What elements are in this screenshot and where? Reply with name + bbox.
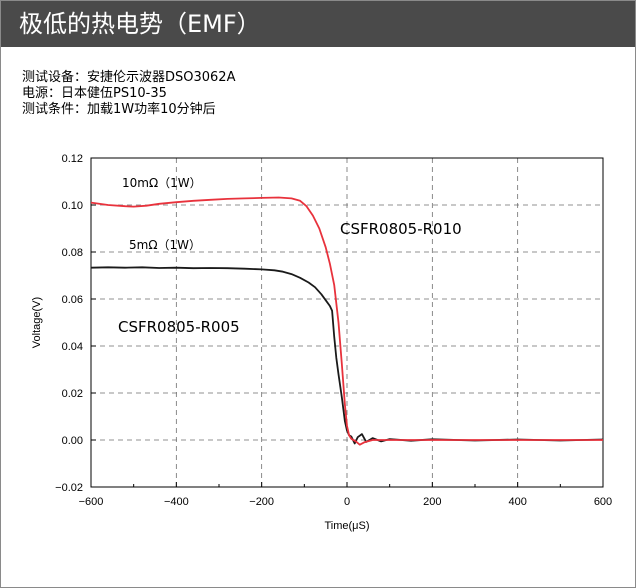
series-line	[90, 266, 604, 445]
annotation-r010: CSFR0805-R010	[340, 220, 462, 238]
x-tick-label: −400	[164, 496, 189, 508]
y-tick-label: 0.02	[62, 388, 83, 400]
spec-power-supply: 电源：日本健伍PS10-35	[22, 86, 167, 101]
header-bar: 极低的热电势（EMF）	[1, 1, 635, 47]
y-tick-label: 0.08	[62, 247, 83, 259]
y-tick-label: 0.12	[62, 153, 83, 165]
x-tick-label: −600	[79, 496, 104, 508]
x-axis-label: Time(μS)	[324, 520, 369, 532]
y-tick-label: 0.04	[62, 341, 83, 353]
emf-chart: −600 −400 −200 0 200 400 600 0.12 0.10 0.08 0.06 0.…	[31, 153, 612, 532]
chart-labels: Time(μS) Voltage(V) 10mΩ（1W） 5mΩ（1W） CSFR080…	[31, 176, 462, 532]
x-tick-label: 200	[423, 496, 441, 508]
page-title: 极低的热电势（EMF）	[19, 10, 261, 38]
series-label-5mohm: 5mΩ（1W）	[129, 238, 201, 252]
series-label-10mohm: 10mΩ（1W）	[122, 176, 202, 190]
x-tick-label: 0	[344, 496, 350, 508]
grid-lines	[91, 158, 603, 487]
x-tick-label: 400	[508, 496, 526, 508]
x-tick-label: −200	[249, 496, 274, 508]
x-tick-label: 600	[594, 496, 612, 508]
axis-ticks: −600 −400 −200 0 200 400 600 0.12 0.10 0.08 0.06 0.…	[55, 153, 612, 508]
series-lines	[90, 196, 604, 446]
spec-test-condition: 测试条件：加载1W功率10分钟后	[22, 102, 216, 117]
y-tick-label: −0.02	[55, 482, 83, 494]
y-tick-label: 0.00	[62, 435, 83, 447]
annotation-r005: CSFR0805-R005	[118, 318, 240, 336]
y-tick-label: 0.06	[62, 294, 83, 306]
y-axis-label: Voltage(V)	[31, 297, 43, 348]
spec-equipment: 测试设备：安捷伦示波器DSO3062A	[22, 70, 236, 85]
series-line	[90, 196, 603, 446]
test-specs: 测试设备：安捷伦示波器DSO3062A 电源：日本健伍PS10-35 测试条件：…	[22, 70, 235, 118]
y-tick-label: 0.10	[62, 200, 83, 212]
